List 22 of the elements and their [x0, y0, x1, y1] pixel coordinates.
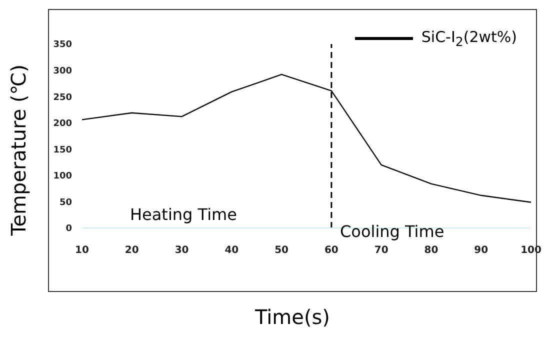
y-tick-label: 200 [53, 119, 72, 130]
annotation: Heating Time [130, 205, 237, 224]
y-tick-label: 150 [53, 145, 72, 156]
x-tick-label: 20 [124, 245, 139, 256]
annotation: Cooling Time [340, 222, 444, 241]
x-tick-label: 80 [424, 245, 438, 256]
x-tick-label: 30 [174, 245, 189, 256]
x-tick-label: 10 [75, 245, 89, 256]
x-tick-label: 50 [274, 245, 289, 256]
y-tick-label: 100 [53, 172, 72, 182]
y-tick-label: 300 [53, 66, 72, 76]
x-axis-title: Time(s) [254, 305, 331, 329]
y-tick-label: 50 [59, 198, 72, 208]
x-tick-label: 90 [474, 245, 488, 256]
x-tick-label: 70 [374, 245, 388, 256]
x-tick-label: 60 [324, 245, 338, 256]
legend-label: SiC-I$_{2}$(2wt%) [421, 28, 517, 49]
y-tick-label: 250 [53, 92, 72, 103]
x-tick-label: 40 [224, 245, 239, 256]
y-tick-label: 0 [66, 224, 72, 234]
y-tick-label: 350 [53, 40, 72, 50]
y-axis-title: Temperature (℃) [7, 64, 31, 236]
